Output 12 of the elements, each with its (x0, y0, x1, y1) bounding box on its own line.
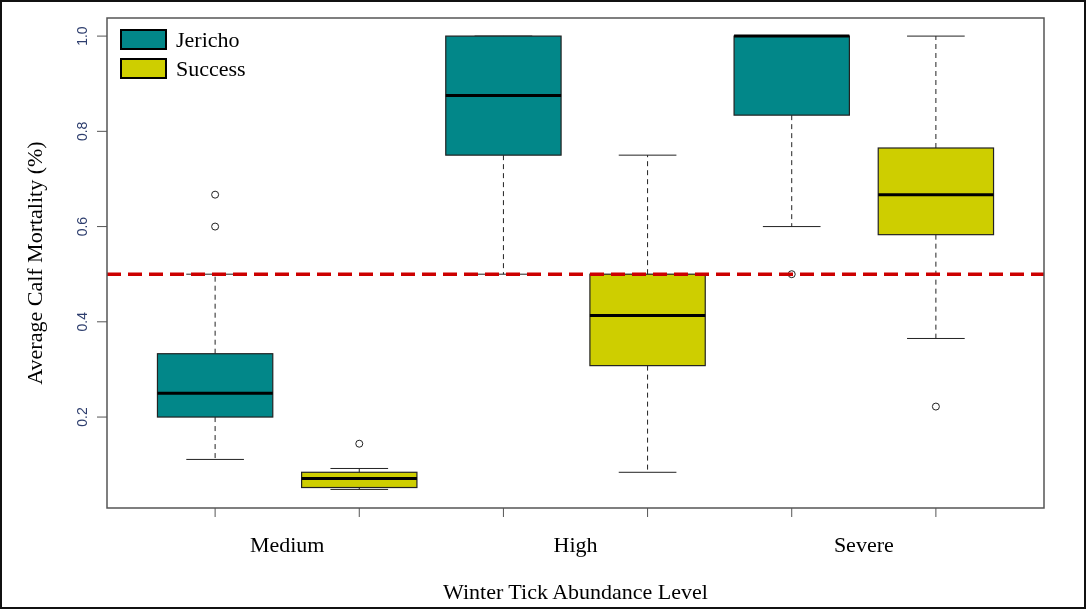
y-tick-label: 1.0 (74, 26, 90, 46)
legend-label: Jericho (176, 27, 240, 52)
x-tick-label: High (553, 532, 598, 557)
x-axis-title: Winter Tick Abundance Level (443, 579, 708, 604)
y-axis-title: Average Calf Mortality (%) (22, 141, 47, 385)
y-tick-label: 0.4 (74, 311, 90, 332)
y-tick-label: 0.8 (74, 121, 90, 142)
x-tick-label: Severe (833, 532, 894, 557)
y-tick-label: 0.2 (74, 407, 90, 427)
y-tick-label: 0.6 (74, 216, 90, 237)
x-tick-label: Medium (249, 532, 325, 557)
legend-label: Success (176, 56, 246, 81)
